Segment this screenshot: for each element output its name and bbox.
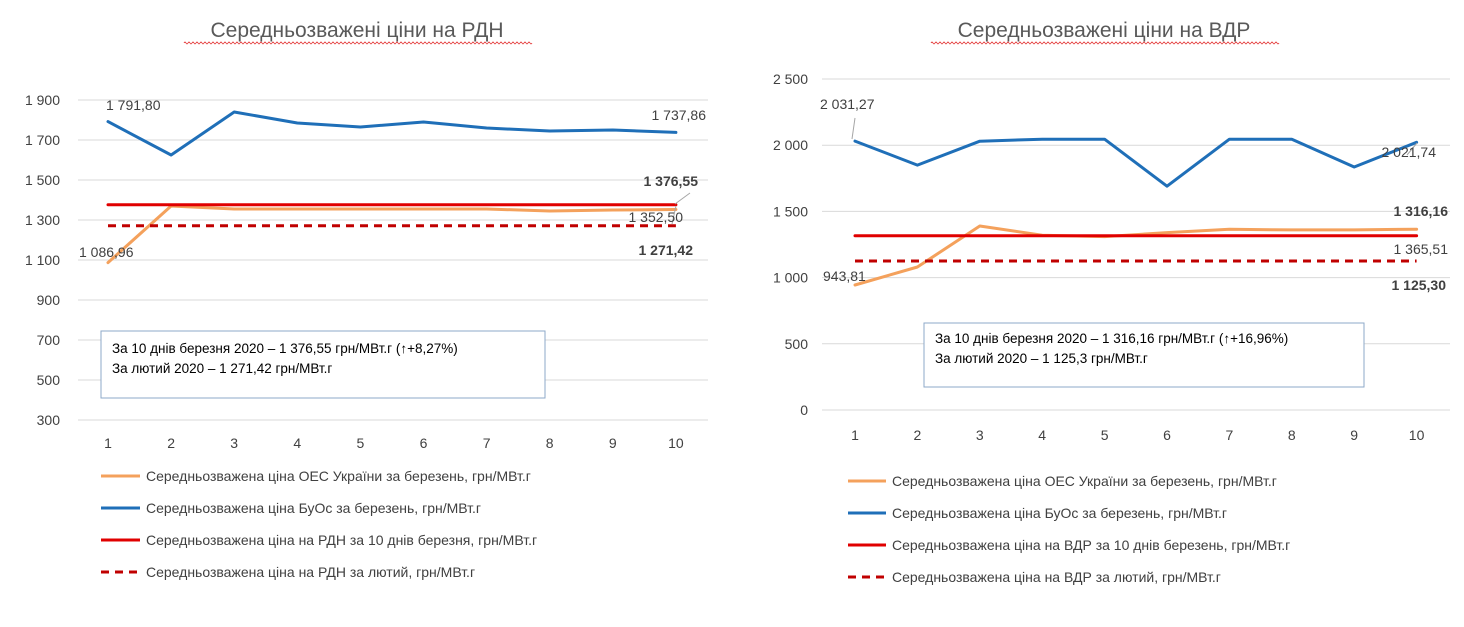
y-tick-label: 1 900 (25, 92, 60, 108)
chart-title: Середньозважені ціни на РДН (211, 19, 504, 42)
x-tick-label: 8 (1288, 427, 1296, 443)
legend-label: Середньозважена ціна ОЕС України за бере… (892, 473, 1277, 489)
series-line-2 (853, 137, 1419, 188)
x-tick-label: 7 (1226, 427, 1234, 443)
spellcheck-underline (930, 41, 1280, 45)
data-label: 1 125,30 (1392, 277, 1447, 293)
data-label: 1 352,50 (629, 209, 684, 225)
note-line-2: За лютий 2020 – 1 271,42 грн/МВт.г (112, 361, 332, 376)
y-tick-label: 1 700 (25, 132, 60, 148)
x-tick-label: 4 (293, 435, 301, 451)
x-tick-label: 6 (1163, 427, 1171, 443)
x-tick-label: 3 (976, 427, 984, 443)
y-tick-label: 300 (37, 412, 61, 428)
data-label: 1 316,16 (1394, 203, 1449, 219)
x-tick-label: 9 (609, 435, 617, 451)
x-tick-label: 1 (851, 427, 859, 443)
x-tick-label: 6 (420, 435, 428, 451)
spellcheck-underline (183, 41, 533, 45)
legend-label: Середньозважена ціна на РДН за лютий, гр… (146, 564, 475, 580)
x-tick-label: 1 (104, 435, 112, 451)
y-tick-label: 500 (37, 372, 61, 388)
x-tick-label: 3 (230, 435, 238, 451)
label-leader-line (851, 117, 856, 140)
x-tick-label: 2 (914, 427, 922, 443)
y-tick-label: 1 100 (25, 252, 60, 268)
legend-label: Середньозважена ціна на РДН за 10 днів б… (146, 532, 537, 548)
legend-label: Середньозважена ціна БуОс за березень, г… (892, 505, 1227, 521)
y-tick-label: 1 500 (773, 203, 808, 219)
data-label: 1 365,51 (1394, 241, 1449, 257)
data-label: 1 271,42 (639, 242, 694, 258)
data-label: 943,81 (823, 268, 866, 284)
x-tick-label: 7 (483, 435, 491, 451)
note-box (923, 322, 1365, 388)
legend-label: Середньозважена ціна на ВДР за 10 днів б… (892, 537, 1290, 553)
data-label: 2 031,27 (820, 96, 875, 112)
chart-title: Середньозважені ціни на ВДР (958, 19, 1251, 42)
data-label: 1 086,96 (79, 244, 134, 260)
label-leader-line (674, 192, 691, 205)
legend-label: Середньозважена ціна на ВДР за лютий, гр… (892, 569, 1221, 585)
y-tick-label: 0 (800, 402, 808, 418)
x-tick-label: 10 (1409, 427, 1425, 443)
legend-label: Середньозважена ціна ОЕС України за бере… (146, 468, 531, 484)
x-tick-label: 10 (668, 435, 684, 451)
data-label: 2 021,74 (1382, 144, 1437, 160)
note-line-1: За 10 днів березня 2020 – 1 376,55 грн/М… (112, 341, 458, 356)
series-line-2 (106, 110, 678, 157)
note-box (100, 330, 546, 399)
y-tick-label: 2 000 (773, 137, 808, 153)
data-label: 1 376,55 (644, 173, 699, 189)
note-line-2: За лютий 2020 – 1 125,3 грн/МВт.г (935, 351, 1148, 366)
data-label: 1 791,80 (106, 97, 161, 113)
note-line-1: За 10 днів березня 2020 – 1 316,16 грн/М… (935, 331, 1288, 346)
y-tick-label: 1 000 (773, 270, 808, 286)
legend-label: Середньозважена ціна БуОс за березень, г… (146, 500, 481, 516)
label-leader-line (671, 205, 677, 225)
x-tick-label: 5 (1101, 427, 1109, 443)
label-leader-line (1406, 142, 1418, 156)
y-tick-label: 900 (37, 292, 61, 308)
y-tick-label: 500 (785, 336, 809, 352)
series-line-1 (106, 204, 678, 265)
x-tick-label: 5 (357, 435, 365, 451)
y-tick-label: 1 500 (25, 172, 60, 188)
x-tick-label: 8 (546, 435, 554, 451)
y-tick-label: 2 500 (773, 71, 808, 87)
x-tick-label: 9 (1350, 427, 1358, 443)
y-tick-label: 1 300 (25, 212, 60, 228)
x-tick-label: 4 (1038, 427, 1046, 443)
y-tick-label: 700 (37, 332, 61, 348)
chart-vdr: Середньозважені ціни на ВДР 2 500 2 000 1 5… (773, 19, 1450, 585)
data-label: 1 737,86 (652, 107, 707, 123)
x-tick-label: 2 (167, 435, 175, 451)
chart-rdn: Середньозважені ціни на РДН 1 900 1 700 1 5… (25, 19, 708, 580)
